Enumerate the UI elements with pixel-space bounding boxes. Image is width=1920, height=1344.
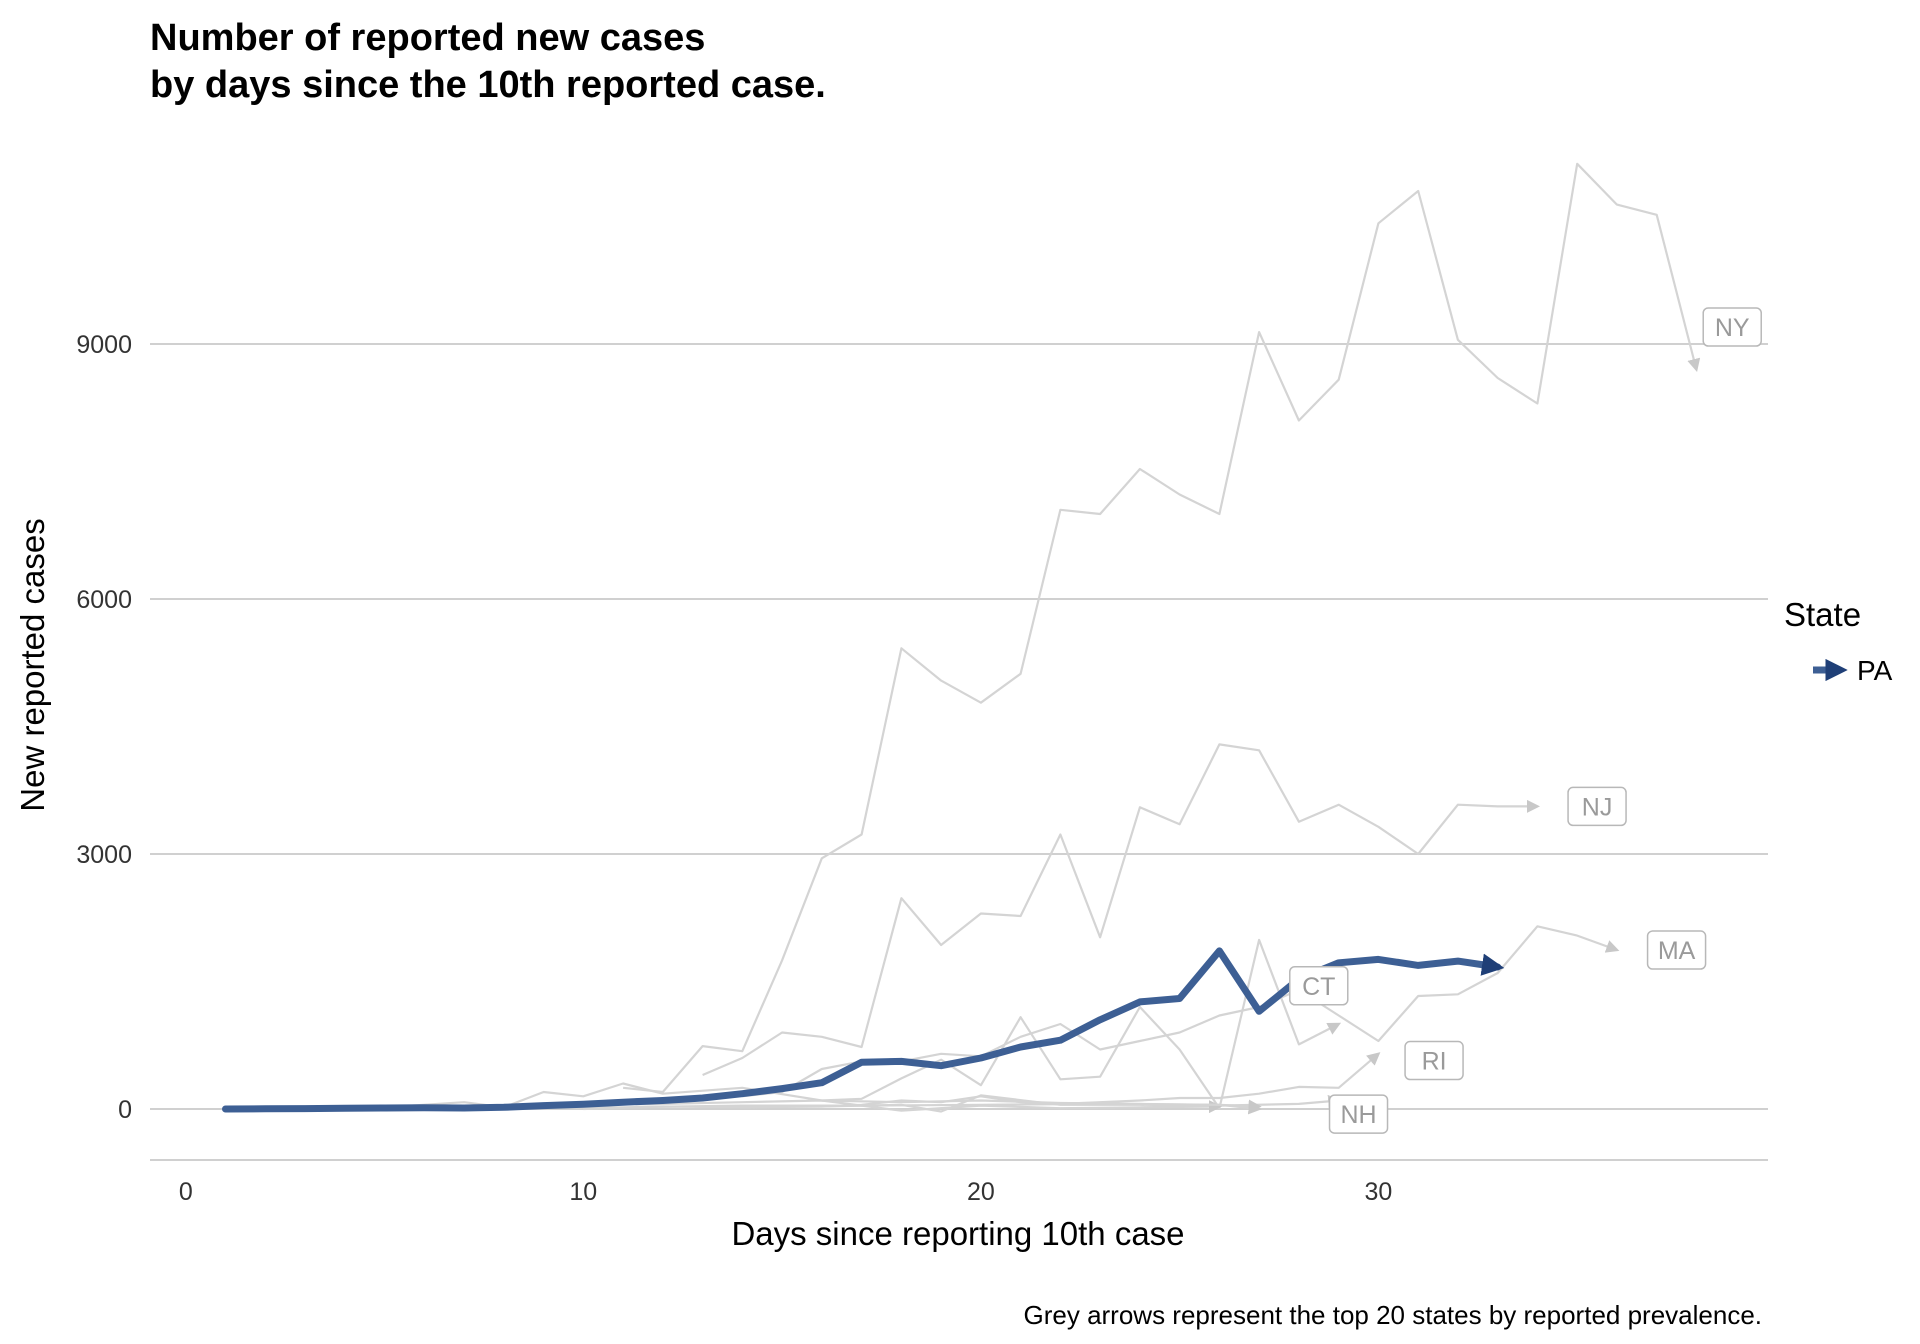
x-tick-label: 30 xyxy=(1365,1178,1393,1206)
chart-caption: Grey arrows represent the top 20 states … xyxy=(1024,1300,1763,1330)
grid-layer xyxy=(150,343,1768,1161)
y-tick-label: 6000 xyxy=(76,586,132,614)
legend: State PA xyxy=(1784,596,1893,686)
x-tick-label: 10 xyxy=(569,1178,597,1206)
state-label-nh: NH xyxy=(1328,1094,1389,1134)
series-line-ny xyxy=(622,162,1701,1094)
y-tick-label: 9000 xyxy=(76,331,132,359)
y-tick-label: 0 xyxy=(118,1096,132,1124)
legend-label-pa: PA xyxy=(1857,655,1893,686)
state-label-nj: NJ xyxy=(1567,786,1627,827)
svg-text:NH: NH xyxy=(1340,1101,1376,1129)
tick-layer: 0 3000 6000 9000 0 10 20 30 xyxy=(76,331,1392,1206)
state-label-layer: NY NJ MA CT RI NH xyxy=(1289,307,1762,1134)
chart-title-line1: Number of reported new cases xyxy=(150,17,705,59)
y-tick-label: 3000 xyxy=(76,841,132,869)
svg-text:RI: RI xyxy=(1422,1048,1447,1076)
svg-text:CT: CT xyxy=(1302,973,1335,1001)
state-label-ri: RI xyxy=(1404,1040,1464,1081)
series-line-pa xyxy=(222,947,1505,1113)
x-axis-title: Days since reporting 10th case xyxy=(731,1215,1184,1252)
highlight-series-layer xyxy=(222,947,1505,1113)
chart-title-line2: by days since the 10th reported case. xyxy=(150,64,826,106)
series-line-nj xyxy=(702,743,1541,1077)
background-series-layer xyxy=(225,162,1701,1115)
state-label-ny: NY xyxy=(1702,307,1762,347)
svg-text:NY: NY xyxy=(1715,314,1750,342)
series-line-other xyxy=(225,1082,1223,1114)
legend-title: State xyxy=(1784,596,1861,633)
x-tick-label: 0 xyxy=(179,1178,193,1206)
series-line-ct xyxy=(821,938,1342,1110)
svg-text:NJ: NJ xyxy=(1582,793,1613,821)
svg-text:MA: MA xyxy=(1658,937,1696,965)
x-tick-label: 20 xyxy=(967,1178,995,1206)
state-label-ma: MA xyxy=(1646,930,1707,970)
series-line-ma xyxy=(742,925,1620,1098)
y-axis-title: New reported cases xyxy=(14,518,51,811)
state-label-ct: CT xyxy=(1289,966,1349,1006)
